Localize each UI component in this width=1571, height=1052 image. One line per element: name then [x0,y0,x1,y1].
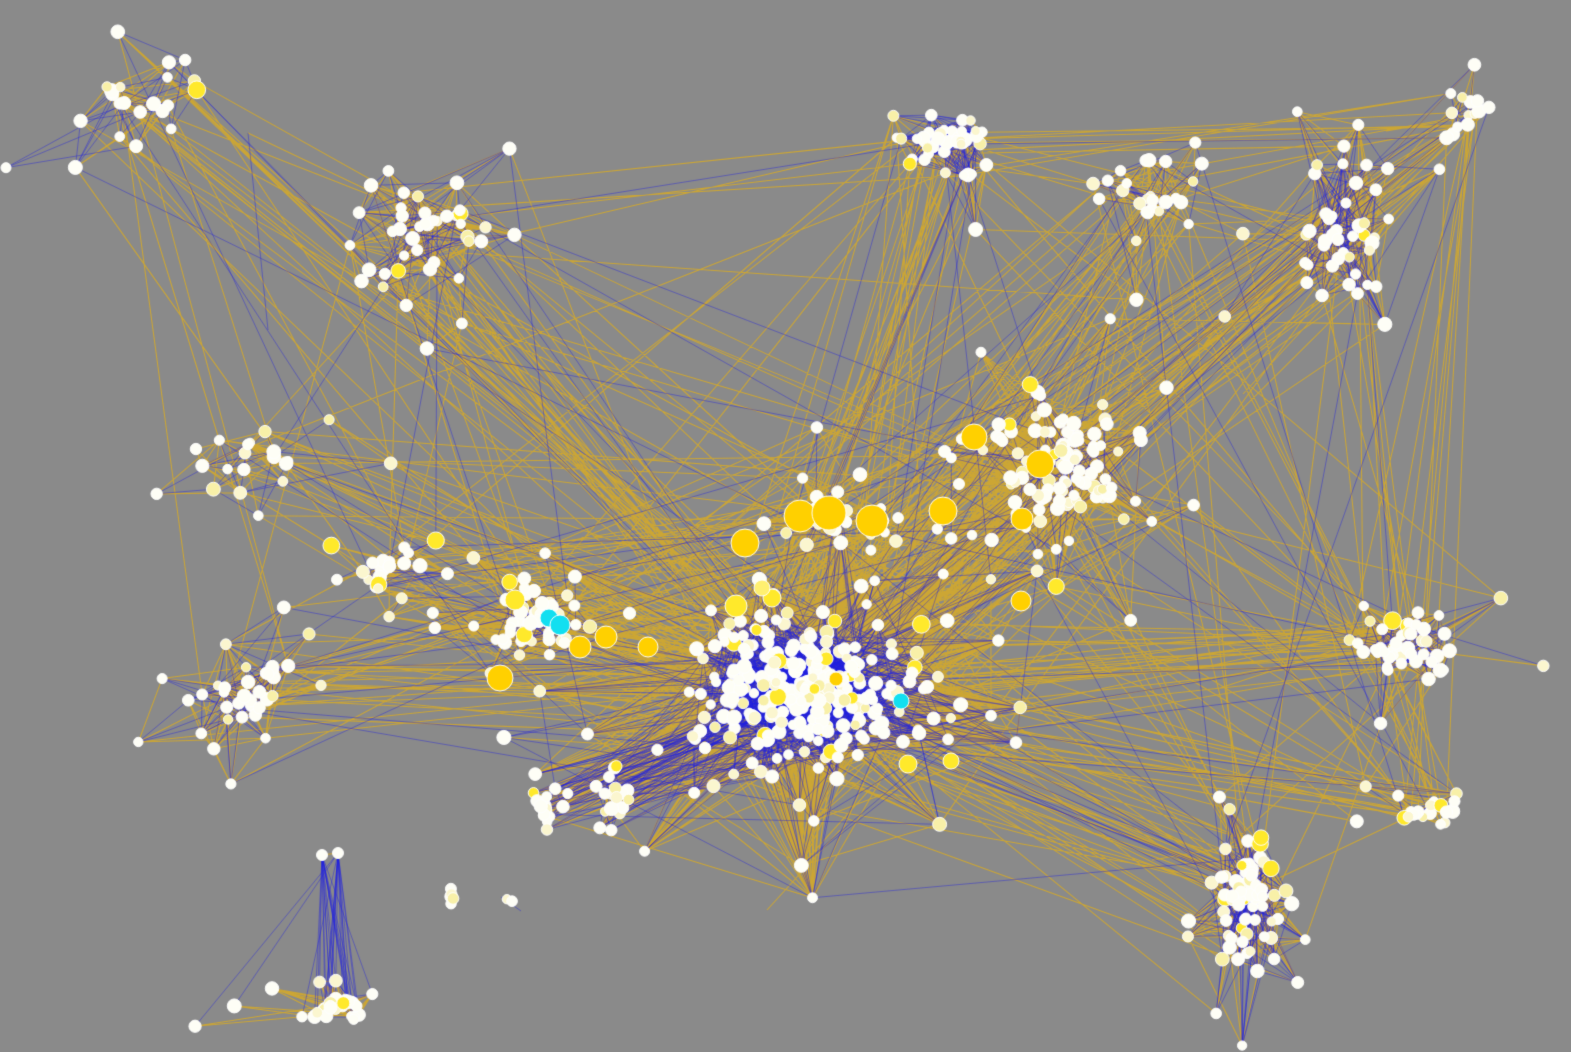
network-graph-visualization [0,0,1571,1052]
graph-canvas[interactable] [0,0,1571,1052]
